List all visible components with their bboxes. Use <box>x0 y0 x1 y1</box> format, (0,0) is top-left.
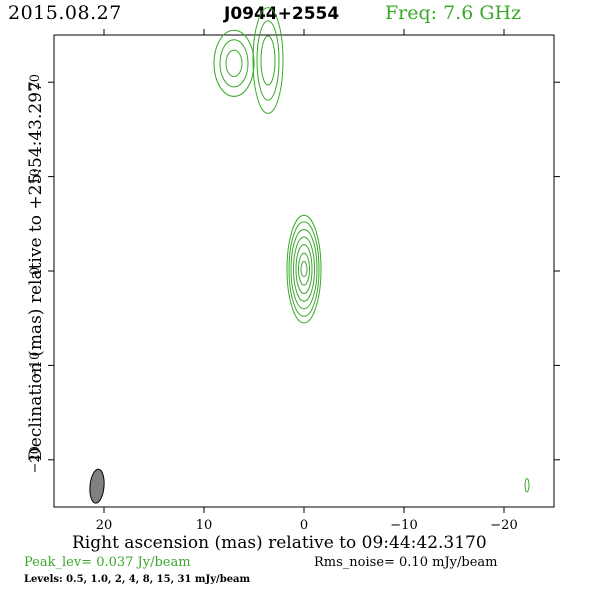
x-tick-label: −10 <box>390 518 417 533</box>
contour-core <box>300 261 308 278</box>
contour-jet-north <box>256 20 280 101</box>
contour-jet-east <box>213 29 255 97</box>
y-tick-label: 20 <box>28 74 43 91</box>
rms-noise: Rms_noise= 0.10 mJy/beam <box>314 555 498 570</box>
source-name: J0944+2554 <box>224 4 340 24</box>
x-axis-label: Right ascension (mas) relative to 09:44:… <box>72 533 487 553</box>
x-tick-label: 0 <box>300 518 308 533</box>
observation-date: 2015.08.27 <box>8 2 122 24</box>
contour-core <box>295 244 313 295</box>
contour-noise-blob <box>524 478 530 493</box>
contour-core <box>290 228 318 310</box>
x-tick-label: 10 <box>196 518 213 533</box>
contour-levels: Levels: 0.5, 1.0, 2, 4, 8, 15, 31 mJy/be… <box>24 574 251 585</box>
y-tick-label: −20 <box>28 446 43 473</box>
contour-jet-east <box>219 39 249 88</box>
contour-jet-east <box>225 49 243 78</box>
contour-core <box>293 236 315 302</box>
y-tick-label: 10 <box>28 168 43 185</box>
x-tick-label: −20 <box>490 518 517 533</box>
y-tick-label: 0 <box>28 267 43 275</box>
peak-level: Peak_lev= 0.037 Jy/beam <box>24 555 191 570</box>
contour-jet-north <box>260 35 276 86</box>
plot-frame <box>53 34 555 508</box>
contour-core <box>298 252 310 286</box>
beam-ellipse <box>89 468 105 504</box>
y-axis-label: Declination (mas) relative to +25:54:43.… <box>26 81 46 461</box>
frequency-label: Freq: 7.6 GHz <box>385 2 522 24</box>
y-tick-label: −10 <box>28 352 43 379</box>
contour-core <box>288 221 320 317</box>
x-tick-label: 20 <box>96 518 113 533</box>
contour-core <box>286 214 322 324</box>
contour-jet-north <box>252 7 284 114</box>
